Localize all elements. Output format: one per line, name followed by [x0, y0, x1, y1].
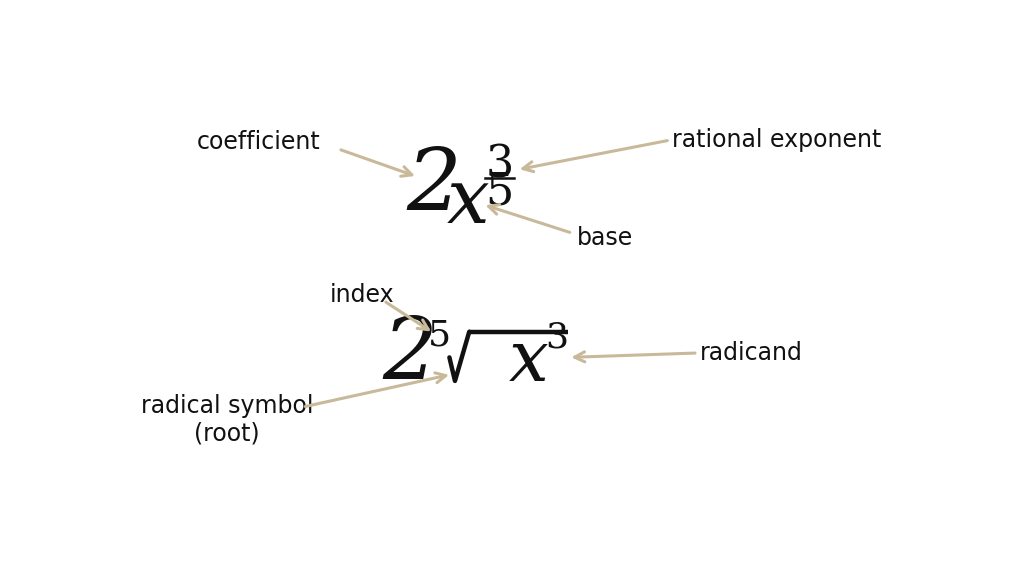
Text: index: index: [330, 283, 394, 308]
Text: 3: 3: [485, 143, 513, 186]
Text: 5: 5: [428, 318, 452, 353]
Text: rational exponent: rational exponent: [672, 128, 881, 152]
Text: x: x: [446, 165, 489, 239]
Text: 2: 2: [407, 145, 461, 228]
Text: 3: 3: [545, 320, 568, 354]
Text: base: base: [577, 226, 633, 249]
Text: 2: 2: [382, 314, 437, 396]
Text: radical symbol
(root): radical symbol (root): [141, 393, 313, 445]
Text: x: x: [509, 327, 549, 396]
Text: coefficient: coefficient: [197, 130, 321, 154]
Text: radicand: radicand: [699, 341, 802, 365]
Text: 5: 5: [485, 170, 513, 214]
